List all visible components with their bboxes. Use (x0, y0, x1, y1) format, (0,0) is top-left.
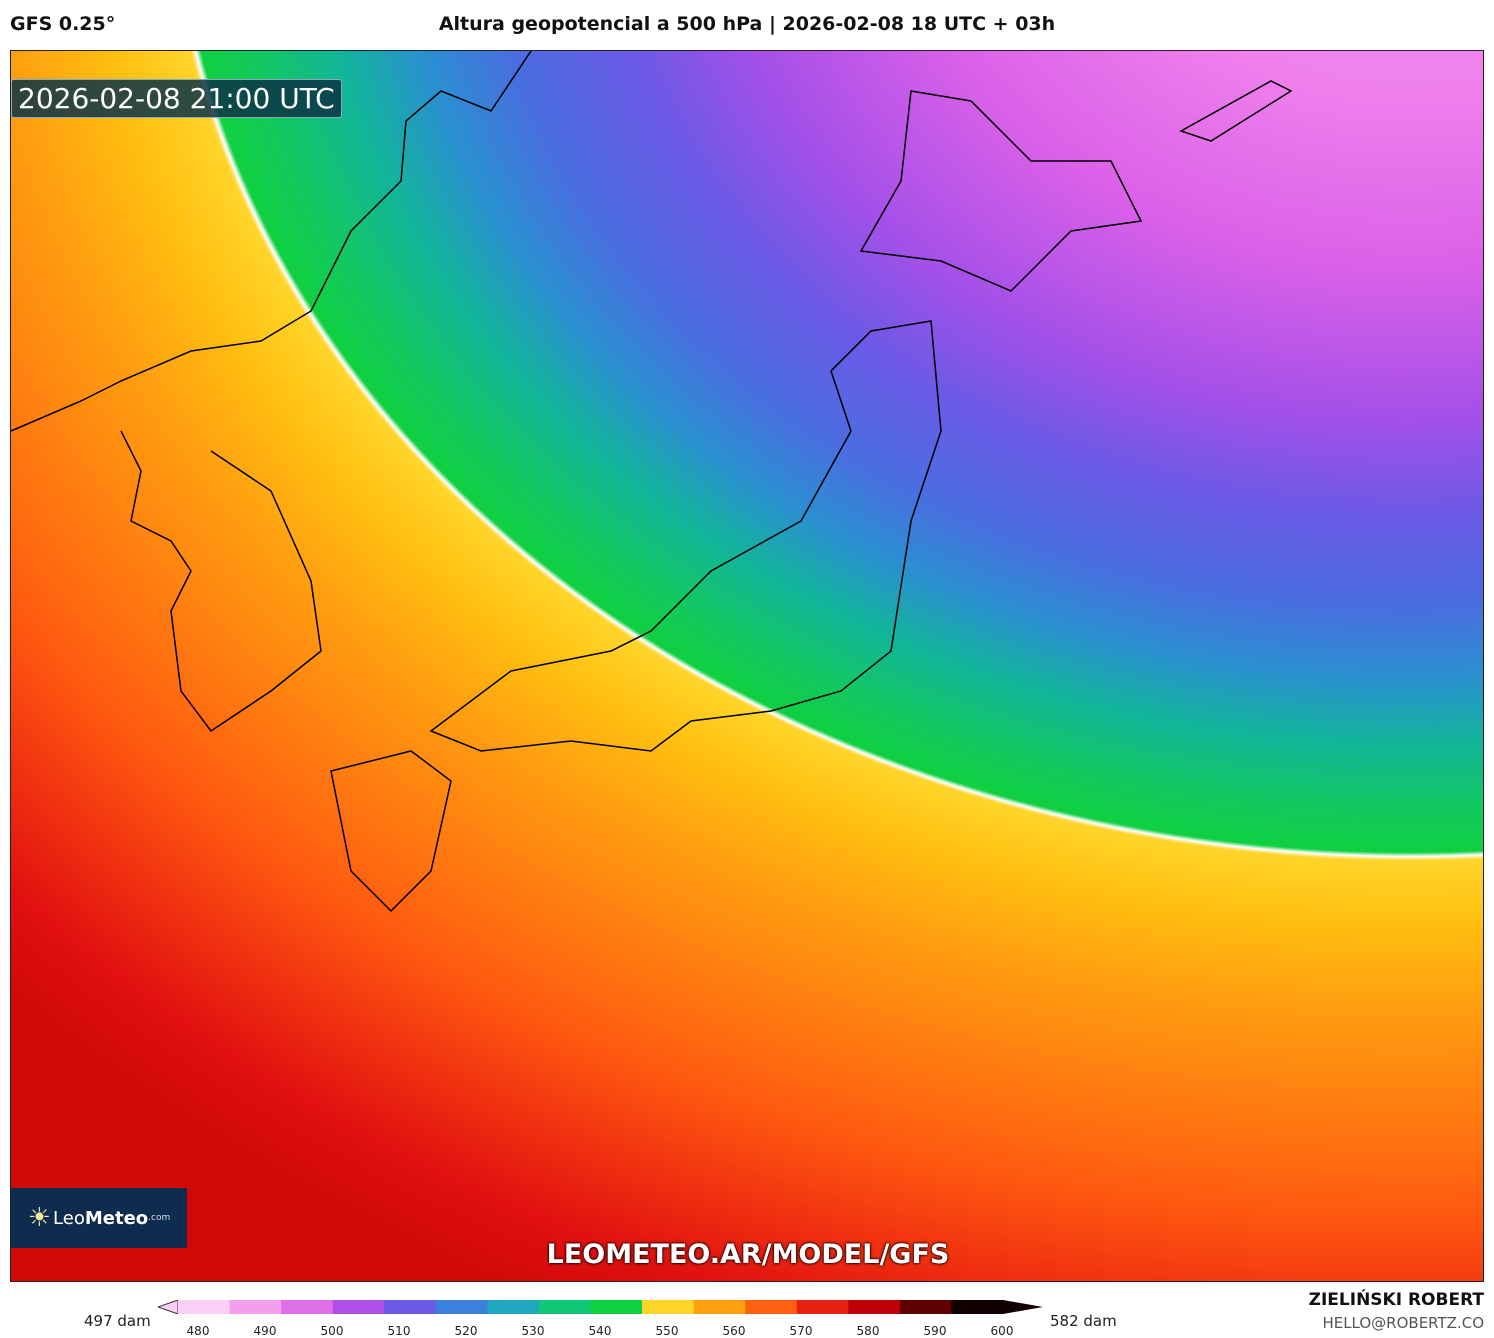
colorbar-segment (642, 1300, 695, 1314)
colorbar-max-arrow (1003, 1300, 1043, 1314)
colorbar-tick-label: 560 (722, 1324, 746, 1338)
colorbar-segment (848, 1300, 901, 1314)
logo-text-light: Leo (53, 1207, 85, 1229)
colorbar (158, 1300, 1043, 1314)
colorbar-tick-label: 540 (588, 1324, 612, 1338)
coastline-japan-honshu (429, 320, 942, 752)
model-label: GFS 0.25° (10, 13, 116, 35)
colorbar-segment (435, 1300, 488, 1314)
colorbar-segment (745, 1300, 798, 1314)
coastline-japan-kyushu (330, 750, 452, 913)
coastline-korea (120, 430, 322, 733)
geopotential-map: 2026-02-08 21:00 UTC ☀ Leo Meteo .com LEOM… (10, 50, 1484, 1282)
chart-title: Altura geopotencial a 500 hPa | 2026-02-… (438, 13, 1056, 35)
colorbar-segment (693, 1300, 746, 1314)
colorbar-tick-label: 550 (655, 1324, 679, 1338)
coastline-asia (11, 51, 532, 432)
colorbar-tick-label: 570 (789, 1324, 813, 1338)
author-email: HELLO@ROBERTZ.CO (1322, 1314, 1484, 1332)
colorbar-tick-label: 600 (990, 1324, 1014, 1338)
valid-time-stamp: 2026-02-08 21:00 UTC (11, 79, 342, 118)
colorbar-segment (384, 1300, 437, 1314)
coastline-japan-hokkaido (859, 90, 1143, 292)
logo-text-bold: Meteo (84, 1207, 149, 1229)
colorbar-tick-label: 520 (454, 1324, 478, 1338)
colorbar-segment (590, 1300, 643, 1314)
author-credit: ZIELIŃSKI ROBERT (1308, 1290, 1484, 1310)
colorbar-segment (332, 1300, 385, 1314)
colorbar-tick-label: 580 (856, 1324, 880, 1338)
colorbar-tick-label: 490 (253, 1324, 277, 1338)
colorbar-min-label: 497 dam (84, 1312, 151, 1330)
coastline-sakhalin (1179, 80, 1293, 142)
colorbar-tick-label: 480 (186, 1324, 210, 1338)
logo-suffix: .com (148, 1213, 171, 1223)
colorbar-segment (178, 1300, 231, 1314)
colorbar-min-arrow (158, 1300, 179, 1314)
colorbar-segment (538, 1300, 591, 1314)
colorbar-segment (796, 1300, 849, 1314)
watermark-url: LEOMETEO.AR/MODEL/GFS (546, 1239, 950, 1270)
sun-icon: ☀ (27, 1203, 52, 1233)
leometeo-logo: ☀ Leo Meteo .com (11, 1188, 187, 1248)
colorbar-tick-label: 510 (387, 1324, 411, 1338)
colorbar-segment (951, 1300, 1004, 1314)
colorbar-tick-label: 590 (923, 1324, 947, 1338)
colorbar-tick-label: 530 (521, 1324, 545, 1338)
colorbar-tick-label: 500 (320, 1324, 344, 1338)
colorbar-segment (229, 1300, 282, 1314)
colorbar-segment (899, 1300, 952, 1314)
colorbar-segment (281, 1300, 334, 1314)
colorbar-segment (487, 1300, 540, 1314)
colorbar-max-label: 582 dam (1050, 1312, 1117, 1330)
coastlines (11, 51, 1293, 913)
